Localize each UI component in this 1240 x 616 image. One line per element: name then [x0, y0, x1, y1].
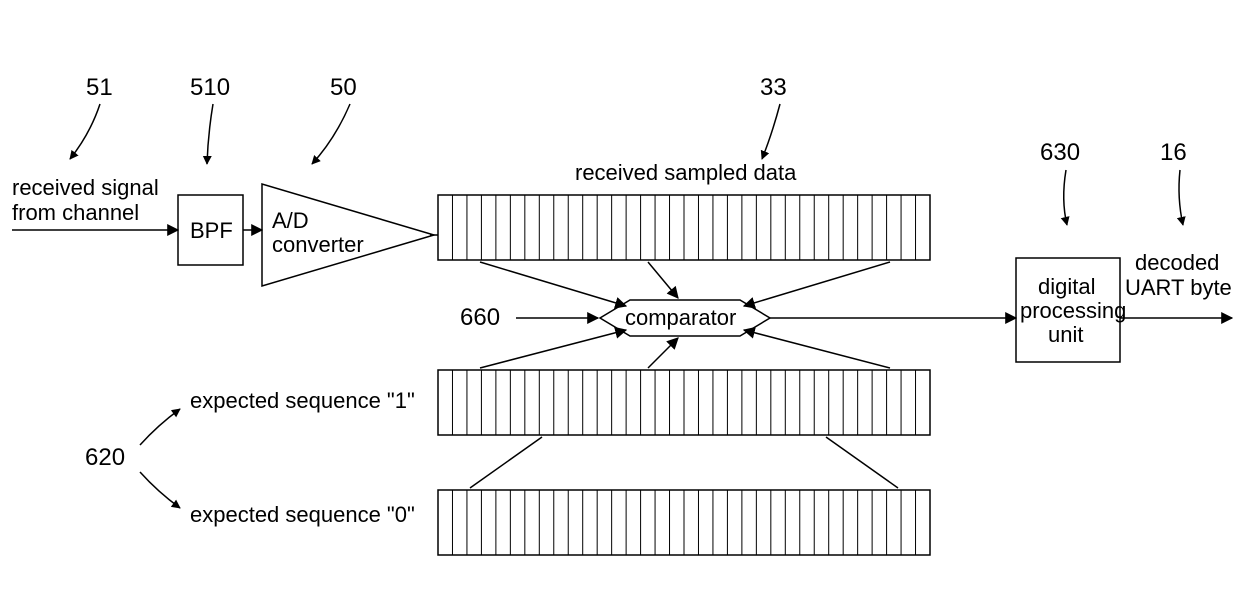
buffer-mid — [438, 370, 930, 435]
bpf-label: BPF — [190, 218, 233, 243]
label-received-signal-1: received signal — [12, 175, 159, 200]
ref-50: 50 — [330, 74, 357, 101]
ref-620: 620 — [85, 444, 125, 471]
label-decoded-2: UART byte — [1125, 275, 1232, 300]
ref-16: 16 — [1160, 139, 1187, 166]
ref-510: 510 — [190, 74, 230, 101]
ref-630: 630 — [1040, 139, 1080, 166]
dpu-label-3: unit — [1048, 322, 1083, 347]
ref-660: 660 — [460, 304, 500, 331]
adc-label-2: converter — [272, 232, 364, 257]
diagram-canvas: 51 510 50 33 630 16 660 620 received sig… — [0, 0, 1240, 616]
buffer-top — [438, 195, 930, 260]
comparator-label: comparator — [625, 305, 736, 330]
label-exp1: expected sequence "1" — [190, 388, 415, 413]
ref-33: 33 — [760, 74, 787, 101]
label-received-signal-2: from channel — [12, 200, 139, 225]
dpu-label-2: processing — [1020, 298, 1126, 323]
label-exp0: expected sequence "0" — [190, 502, 415, 527]
bpf-node: BPF — [178, 195, 243, 265]
adc-node: A/D converter — [262, 184, 434, 286]
adc-label-1: A/D — [272, 208, 309, 233]
dpu-node: digital processing unit — [1016, 258, 1126, 362]
ref-51: 51 — [86, 74, 113, 101]
label-rsd: received sampled data — [575, 160, 797, 185]
label-decoded-1: decoded — [1135, 250, 1219, 275]
dpu-label-1: digital — [1038, 274, 1095, 299]
buffer-bot — [438, 490, 930, 555]
